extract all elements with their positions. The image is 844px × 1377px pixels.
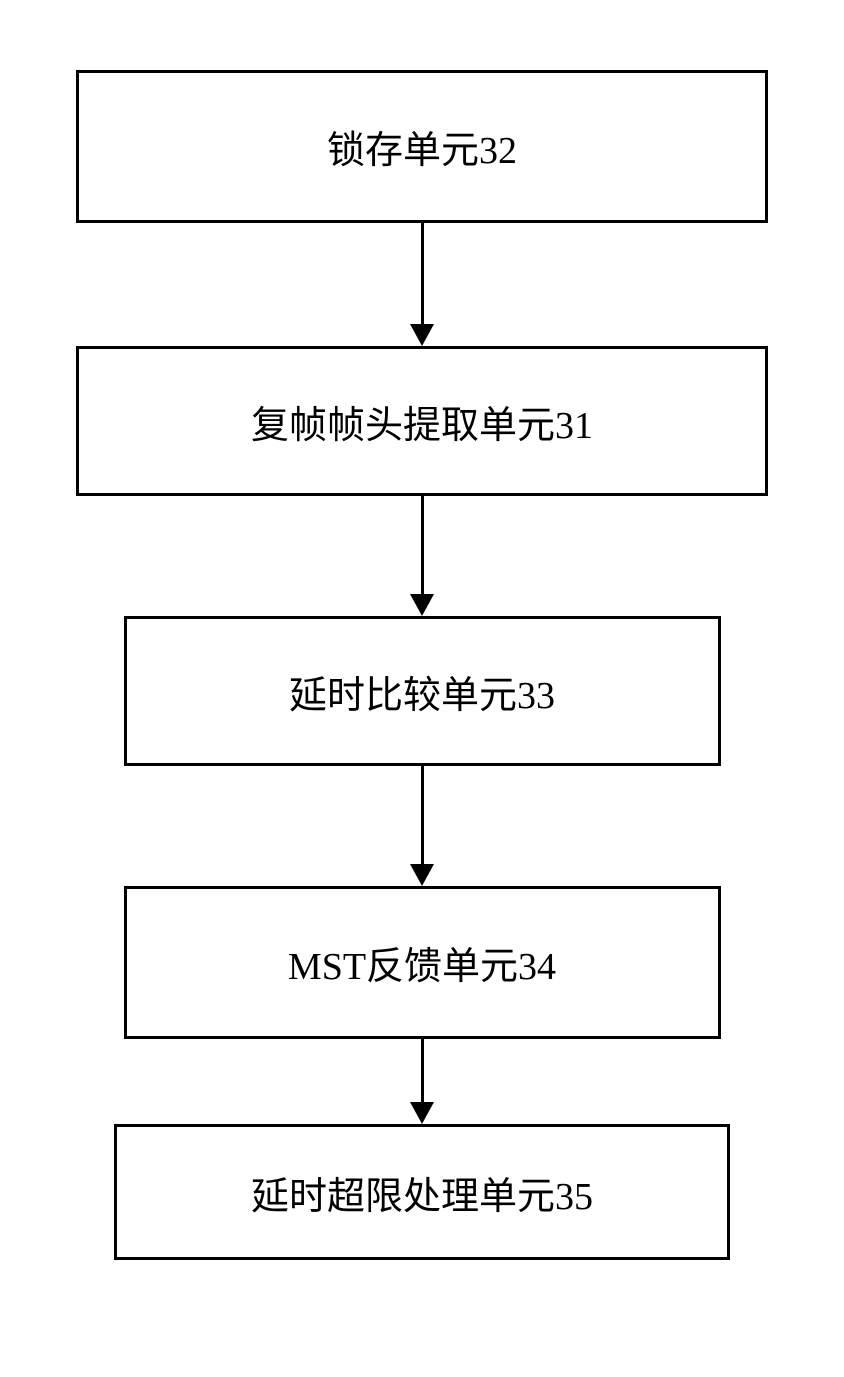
flowchart-node-multiframe-header-extract: 复帧帧头提取单元31	[76, 346, 768, 496]
node-label: MST反馈单元34	[288, 935, 556, 990]
arrow-down	[410, 496, 434, 616]
node-label: 复帧帧头提取单元31	[251, 394, 593, 449]
flowchart-node-delay-overlimit-process: 延时超限处理单元35	[114, 1124, 730, 1260]
node-label: 延时超限处理单元35	[251, 1165, 593, 1220]
arrow-down	[410, 1039, 434, 1124]
arrow-down	[410, 223, 434, 346]
flowchart-node-delay-compare: 延时比较单元33	[124, 616, 721, 766]
arrow-down	[410, 766, 434, 886]
flowchart-node-mst-feedback: MST反馈单元34	[124, 886, 721, 1039]
node-label: 延时比较单元33	[289, 664, 555, 719]
flowchart-node-latch-unit: 锁存单元32	[76, 70, 768, 223]
node-label: 锁存单元32	[327, 119, 517, 174]
